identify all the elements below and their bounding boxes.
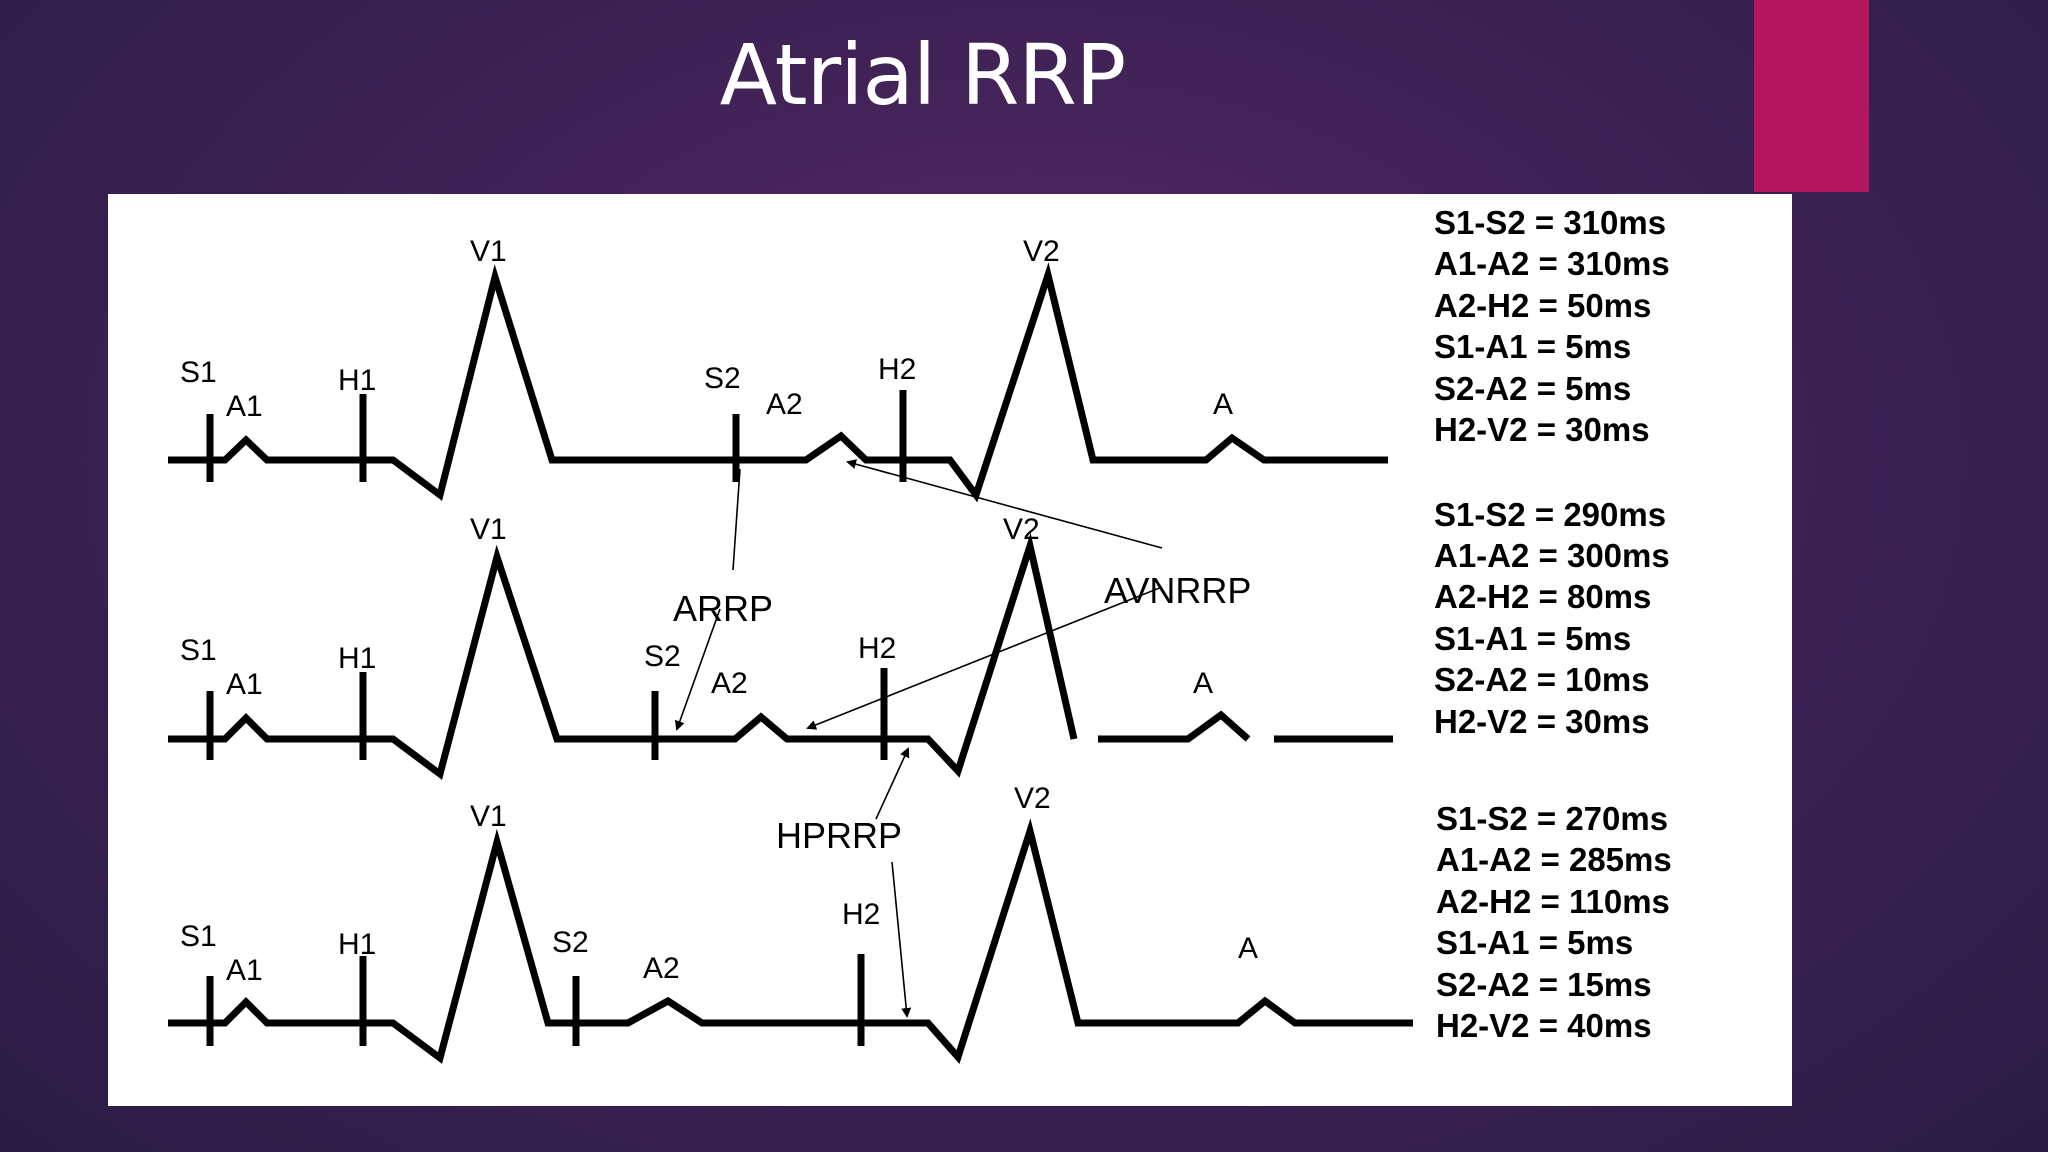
strip-2-trace xyxy=(168,532,1078,780)
strip-1-h2-label: H2 xyxy=(878,353,916,386)
arrp-line-up xyxy=(732,468,741,571)
strip-2-v2-label: V2 xyxy=(1003,513,1040,546)
strip-1-stat: S1-A1 = 5ms xyxy=(1434,328,1631,365)
slide-title: Atrial RRP xyxy=(719,26,1127,124)
arrp-label: ARRP xyxy=(673,588,773,629)
strip-2-stat: H2-V2 = 30ms xyxy=(1434,703,1650,740)
annotations: ARRP AVNRRP HPRRP xyxy=(673,459,1251,1018)
strip-3-stat: A1-A2 = 285ms xyxy=(1436,841,1672,878)
strip-1-stat: S2-A2 = 5ms xyxy=(1434,370,1631,407)
strip-2-stat: A1-A2 = 300ms xyxy=(1434,537,1670,574)
arrp-arrow-down xyxy=(674,608,721,731)
ecg-diagram-figure: S1 A1 H1 V1 S2 A2 H2 V2 A S1-S2 = 310ms … xyxy=(108,194,1792,1106)
strip-3-h1-label: H1 xyxy=(338,928,376,961)
strip-1-stat: A2-H2 = 50ms xyxy=(1434,287,1651,324)
strip-2: S1 A1 H1 V1 S2 A2 H2 V2 A S1-S2 = 290ms … xyxy=(168,496,1670,780)
strip-1-a2-label: A2 xyxy=(766,388,803,421)
strip-2-stat: S1-A1 = 5ms xyxy=(1434,620,1631,657)
strip-3-stat: S2-A2 = 15ms xyxy=(1436,966,1652,1003)
strip-3-s2-label: S2 xyxy=(552,926,589,959)
strip-3-v2-label: V2 xyxy=(1014,782,1051,815)
hprrp-label: HPRRP xyxy=(776,815,902,856)
strip-3: S1 A1 H1 V1 S2 A2 H2 V2 A S1-S2 = 270ms … xyxy=(168,782,1672,1064)
strip-3-stat: S1-S2 = 270ms xyxy=(1436,800,1668,837)
accent-bar xyxy=(1754,0,1869,192)
strip-1-stat: H2-V2 = 30ms xyxy=(1434,411,1650,448)
strip-3-stat: A2-H2 = 110ms xyxy=(1436,883,1670,920)
strip-3-h2-label: H2 xyxy=(842,898,880,931)
strip-2-s1-label: S1 xyxy=(180,634,217,667)
strip-3-a1-label: A1 xyxy=(226,954,263,987)
strip-3-a-label: A xyxy=(1238,932,1258,965)
strip-3-stat: H2-V2 = 40ms xyxy=(1436,1007,1652,1044)
ecg-diagram: S1 A1 H1 V1 S2 A2 H2 V2 A S1-S2 = 310ms … xyxy=(168,204,1672,1064)
strip-2-h1-label: H1 xyxy=(338,642,376,675)
strip-3-trace xyxy=(168,818,1413,1064)
strip-2-stat: A2-H2 = 80ms xyxy=(1434,578,1651,615)
hprrp-arrow-down xyxy=(891,861,912,1018)
strip-1-a-label: A xyxy=(1213,388,1233,421)
strip-1-stat: S1-S2 = 310ms xyxy=(1434,204,1666,241)
strip-2-stat: S2-A2 = 10ms xyxy=(1434,661,1650,698)
strip-2-stat: S1-S2 = 290ms xyxy=(1434,496,1666,533)
strip-1-v1-label: V1 xyxy=(470,235,507,268)
strip-1-s2-label: S2 xyxy=(704,362,741,395)
strip-2-a2-label: A2 xyxy=(711,667,748,700)
strip-2-a-label: A xyxy=(1193,667,1213,700)
strip-1: S1 A1 H1 V1 S2 A2 H2 V2 A S1-S2 = 310ms … xyxy=(168,204,1670,503)
strip-1-h1-label: H1 xyxy=(338,364,376,397)
strip-3-a2-label: A2 xyxy=(643,952,680,985)
avnrrp-arrow-up xyxy=(846,459,1163,549)
strip-1-a1-label: A1 xyxy=(226,390,263,423)
strip-1-v2-label: V2 xyxy=(1023,235,1060,268)
strip-2-h2-label: H2 xyxy=(858,632,896,665)
avnrrp-label: AVNRRP xyxy=(1104,570,1251,611)
strip-2-a1-label: A1 xyxy=(226,668,263,701)
strip-3-v1-label: V1 xyxy=(470,800,507,833)
strip-1-stat: A1-A2 = 310ms xyxy=(1434,245,1670,282)
strip-3-s1-label: S1 xyxy=(180,920,217,953)
strip-1-trace xyxy=(168,262,1388,503)
hprrp-arrow-up xyxy=(875,747,910,820)
strip-2-s2-label: S2 xyxy=(644,640,681,673)
avnrrp-arrow-down xyxy=(806,586,1163,730)
strip-2-trace-tail xyxy=(1098,710,1251,743)
strip-2-v1-label: V1 xyxy=(470,513,507,546)
strip-3-stat: S1-A1 = 5ms xyxy=(1436,924,1633,961)
strip-1-s1-label: S1 xyxy=(180,356,217,389)
